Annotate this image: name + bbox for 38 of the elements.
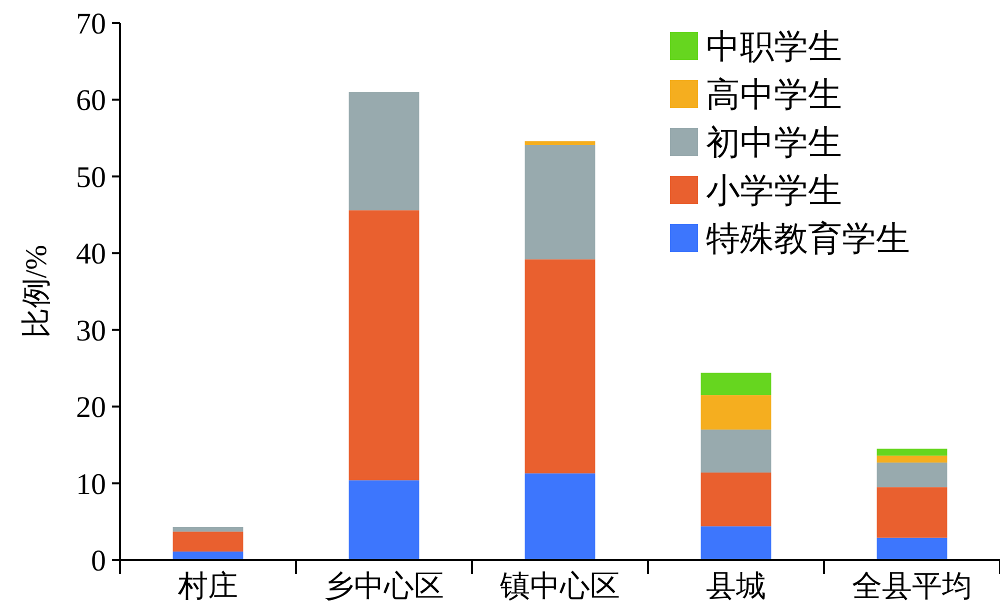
- y-tick-label: 0: [91, 544, 106, 578]
- x-tick-label: 村庄: [177, 570, 238, 603]
- bar: [524, 473, 596, 560]
- bar: [876, 456, 948, 463]
- y-tick-label: 70: [76, 8, 106, 40]
- bar: [348, 210, 420, 480]
- bar: [700, 526, 772, 560]
- y-tick-label: 60: [76, 84, 106, 118]
- y-tick-label: 50: [76, 160, 106, 194]
- y-tick-label: 10: [76, 468, 106, 501]
- y-axis-title: 比例/%: [20, 244, 53, 338]
- bar: [524, 144, 596, 260]
- bar: [348, 480, 420, 560]
- x-tick-label: 镇中心区: [499, 570, 620, 603]
- x-tick-label: 全县平均: [852, 570, 972, 603]
- bar: [876, 538, 948, 560]
- y-tick-label: 20: [76, 391, 106, 424]
- legend-label: 初中学生: [706, 124, 842, 162]
- bar: [348, 92, 420, 210]
- y-tick-label: 40: [76, 238, 106, 271]
- bar: [524, 259, 596, 474]
- bar: [700, 395, 772, 430]
- bar: [172, 527, 244, 532]
- bar: [700, 472, 772, 526]
- y-tick-label: 30: [76, 314, 106, 348]
- bar: [876, 448, 948, 456]
- x-tick-label: 乡中心区: [324, 570, 444, 603]
- x-tick-label: 县城: [706, 570, 766, 603]
- bar: [172, 532, 244, 552]
- legend-label: 高中学生: [706, 76, 842, 114]
- bar: [524, 141, 596, 145]
- bar: [876, 487, 948, 538]
- bar: [876, 462, 948, 488]
- legend-label: 特殊教育学生: [706, 220, 910, 258]
- bar: [700, 430, 772, 473]
- legend-label: 中职学生: [706, 28, 842, 66]
- bar: [700, 372, 772, 396]
- legend-label: 小学学生: [706, 172, 842, 210]
